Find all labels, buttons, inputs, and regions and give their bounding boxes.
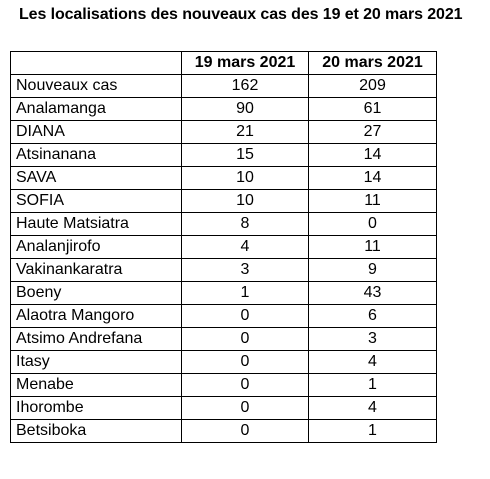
table-row: Nouveaux cas 162 209 xyxy=(10,74,437,98)
page-title: Les localisations des nouveaux cas des 1… xyxy=(19,6,463,23)
value-20-mars-cell: 61 xyxy=(308,97,437,121)
cases-table: 19 mars 2021 20 mars 2021 Nouveaux cas 16… xyxy=(10,51,437,443)
region-cell: Itasy xyxy=(10,350,182,374)
table-row: Haute Matsiatra 8 0 xyxy=(10,212,437,236)
region-cell: Vakinankaratra xyxy=(10,258,182,282)
table-row: SAVA 10 14 xyxy=(10,166,437,190)
table-row: Ihorombe 0 4 xyxy=(10,396,437,420)
value-19-mars-cell: 0 xyxy=(181,419,309,443)
table-header-row: 19 mars 2021 20 mars 2021 xyxy=(10,51,437,75)
value-19-mars-cell: 15 xyxy=(181,143,309,167)
value-20-mars-cell: 11 xyxy=(308,189,437,213)
region-cell: Atsinanana xyxy=(10,143,182,167)
table-row: DIANA 21 27 xyxy=(10,120,437,144)
value-20-mars-cell: 14 xyxy=(308,166,437,190)
value-20-mars-cell: 27 xyxy=(308,120,437,144)
header-date-1: 19 mars 2021 xyxy=(181,51,309,75)
region-cell: Alaotra Mangoro xyxy=(10,304,182,328)
region-cell: Haute Matsiatra xyxy=(10,212,182,236)
region-cell: SOFIA xyxy=(10,189,182,213)
table-row: Alaotra Mangoro 0 6 xyxy=(10,304,437,328)
table-row: SOFIA 10 11 xyxy=(10,189,437,213)
header-date-2: 20 mars 2021 xyxy=(308,51,437,75)
value-19-mars-cell: 0 xyxy=(181,304,309,328)
value-19-mars-cell: 21 xyxy=(181,120,309,144)
value-20-mars-cell: 4 xyxy=(308,396,437,420)
table-row: Atsimo Andrefana 0 3 xyxy=(10,327,437,351)
region-cell: SAVA xyxy=(10,166,182,190)
value-20-mars-cell: 1 xyxy=(308,419,437,443)
region-cell: Menabe xyxy=(10,373,182,397)
region-cell: Betsiboka xyxy=(10,419,182,443)
table-row: Itasy 0 4 xyxy=(10,350,437,374)
value-20-mars-cell: 43 xyxy=(308,281,437,305)
table-row: Vakinankaratra 3 9 xyxy=(10,258,437,282)
table-row: Menabe 0 1 xyxy=(10,373,437,397)
region-cell: Analamanga xyxy=(10,97,182,121)
table-row: Analanjirofo 4 11 xyxy=(10,235,437,259)
table-row: Betsiboka 0 1 xyxy=(10,419,437,443)
region-cell: Ihorombe xyxy=(10,396,182,420)
value-19-mars-cell: 10 xyxy=(181,189,309,213)
value-20-mars-cell: 4 xyxy=(308,350,437,374)
value-20-mars-cell: 1 xyxy=(308,373,437,397)
table-row: Boeny 1 43 xyxy=(10,281,437,305)
value-20-mars-cell: 14 xyxy=(308,143,437,167)
region-cell: Atsimo Andrefana xyxy=(10,327,182,351)
value-20-mars-cell: 9 xyxy=(308,258,437,282)
value-19-mars-cell: 10 xyxy=(181,166,309,190)
value-20-mars-cell: 3 xyxy=(308,327,437,351)
value-20-mars-cell: 209 xyxy=(308,74,437,98)
value-20-mars-cell: 11 xyxy=(308,235,437,259)
value-19-mars-cell: 0 xyxy=(181,396,309,420)
region-cell: Analanjirofo xyxy=(10,235,182,259)
value-19-mars-cell: 0 xyxy=(181,327,309,351)
value-20-mars-cell: 0 xyxy=(308,212,437,236)
table-row: Analamanga 90 61 xyxy=(10,97,437,121)
value-19-mars-cell: 90 xyxy=(181,97,309,121)
value-20-mars-cell: 6 xyxy=(308,304,437,328)
header-region xyxy=(10,51,182,75)
region-cell: Boeny xyxy=(10,281,182,305)
value-19-mars-cell: 162 xyxy=(181,74,309,98)
value-19-mars-cell: 0 xyxy=(181,373,309,397)
value-19-mars-cell: 3 xyxy=(181,258,309,282)
value-19-mars-cell: 4 xyxy=(181,235,309,259)
value-19-mars-cell: 0 xyxy=(181,350,309,374)
value-19-mars-cell: 8 xyxy=(181,212,309,236)
table-row: Atsinanana 15 14 xyxy=(10,143,437,167)
region-cell: Nouveaux cas xyxy=(10,74,182,98)
region-cell: DIANA xyxy=(10,120,182,144)
value-19-mars-cell: 1 xyxy=(181,281,309,305)
